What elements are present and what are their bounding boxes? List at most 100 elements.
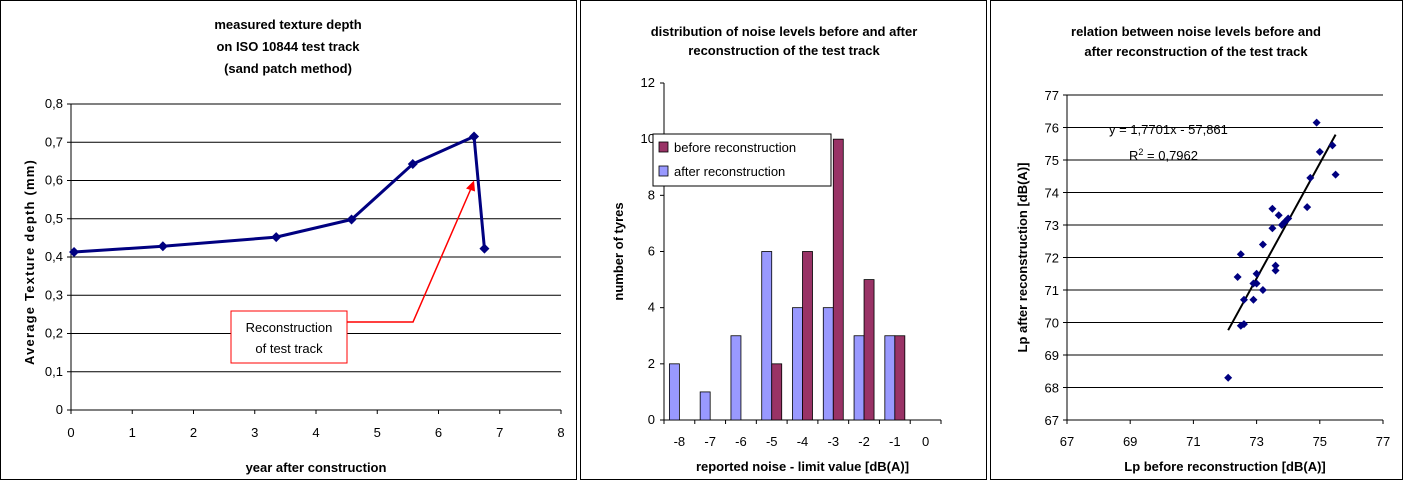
bar-before-reconstruction <box>894 335 906 421</box>
data-point <box>1268 204 1277 213</box>
x-tick-label: 5 <box>374 425 381 440</box>
data-point <box>407 159 418 170</box>
y-tick-label: 0,1 <box>45 364 63 379</box>
x-tick-label: -1 <box>889 434 901 449</box>
legend-label: after reconstruction <box>674 164 785 179</box>
y-tick-label: 2 <box>648 356 655 371</box>
data-point <box>1239 295 1248 304</box>
noise-distribution-chart: distribution of noise levels before and … <box>611 24 942 474</box>
x-tick-label: 67 <box>1060 434 1074 449</box>
x-tick-label: -5 <box>766 434 778 449</box>
y-tick-label: 75 <box>1045 153 1059 168</box>
x-tick-label: 75 <box>1313 434 1327 449</box>
bar-after-reconstruction <box>822 307 834 421</box>
x-tick-label: -4 <box>797 434 809 449</box>
chart-title-line: (sand patch method) <box>224 61 352 76</box>
data-point <box>1258 240 1267 249</box>
y-tick-label: 74 <box>1045 186 1059 201</box>
data-point <box>1271 261 1280 270</box>
x-tick-label: -8 <box>674 434 686 449</box>
y-axis-label: Lp after reconstruction [dB(A)] <box>1015 163 1030 353</box>
data-point <box>1306 173 1315 182</box>
data-point <box>1236 321 1245 330</box>
x-tick-label: 3 <box>251 425 258 440</box>
y-tick-label: 70 <box>1045 316 1059 331</box>
x-tick-label: -6 <box>735 434 747 449</box>
x-tick-label: -7 <box>704 434 716 449</box>
bar-before-reconstruction <box>802 251 813 421</box>
y-axis-label: number of tyres <box>611 202 626 300</box>
data-point <box>1239 320 1248 329</box>
data-point <box>1249 295 1258 304</box>
y-tick-label: 0 <box>56 402 63 417</box>
y-tick-label: 0,3 <box>45 287 63 302</box>
data-point <box>479 243 490 254</box>
y-tick-label: 0 <box>648 412 655 427</box>
data-point <box>1252 279 1261 288</box>
data-point <box>1268 224 1277 233</box>
data-point <box>1331 170 1340 179</box>
data-point <box>1224 373 1233 382</box>
annotation-arrow-head <box>466 180 476 192</box>
x-axis-label: reported noise - limit value [dB(A)] <box>696 459 909 474</box>
texture-depth-chart-panel: measured texture depth on ISO 10844 test … <box>0 0 577 480</box>
bar-after-reconstruction <box>668 363 680 421</box>
bar-before-reconstruction <box>863 279 875 421</box>
chart-title-line: measured texture depth <box>214 17 361 32</box>
annotation-text: of test track <box>255 341 323 356</box>
chart-title-line: distribution of noise levels before and … <box>651 24 918 39</box>
data-point <box>1284 214 1293 223</box>
chart-title-line: on ISO 10844 test track <box>216 39 360 54</box>
data-point <box>1328 141 1337 150</box>
data-point <box>1312 118 1321 127</box>
x-axis-label: Lp before reconstruction [dB(A)] <box>1124 459 1326 474</box>
x-tick-label: 4 <box>312 425 319 440</box>
bar-after-reconstruction <box>699 391 711 421</box>
legend-box <box>652 133 832 187</box>
x-tick-label: 77 <box>1376 434 1390 449</box>
data-point <box>1274 211 1283 220</box>
noise-distribution-chart-panel: distribution of noise levels before and … <box>580 0 987 480</box>
noise-relation-chart: relation between noise levels before and… <box>1015 24 1390 474</box>
x-tick-label: 6 <box>435 425 442 440</box>
y-tick-label: 0,8 <box>45 96 63 111</box>
data-point <box>1236 250 1245 259</box>
x-tick-label: 1 <box>129 425 136 440</box>
bar-after-reconstruction <box>730 335 742 421</box>
data-point <box>1281 217 1290 226</box>
series-line <box>73 135 486 254</box>
y-tick-label: 4 <box>648 300 655 315</box>
data-point <box>271 232 282 243</box>
y-tick-label: 68 <box>1045 381 1059 396</box>
x-tick-label: 2 <box>190 425 197 440</box>
y-tick-label: 67 <box>1045 413 1059 428</box>
x-tick-label: 73 <box>1249 434 1263 449</box>
data-point <box>469 131 480 142</box>
y-tick-label: 72 <box>1045 251 1059 266</box>
data-point <box>69 247 80 258</box>
y-tick-label: 0,5 <box>45 211 63 226</box>
chart-title-line: reconstruction of the test track <box>688 43 880 58</box>
bar-after-reconstruction <box>761 251 773 421</box>
data-point <box>1315 147 1324 156</box>
x-tick-label: 69 <box>1123 434 1137 449</box>
texture-depth-chart: measured texture depth on ISO 10844 test … <box>22 17 565 475</box>
bar-after-reconstruction <box>853 335 865 421</box>
legend-label: before reconstruction <box>674 140 796 155</box>
data-point <box>1258 286 1267 294</box>
data-point <box>1271 266 1280 275</box>
data-point <box>346 214 357 225</box>
bar-before-reconstruction <box>771 363 783 421</box>
chart-title-line: after reconstruction of the test track <box>1084 44 1308 59</box>
legend-swatch <box>658 141 669 153</box>
annotation-box <box>230 310 348 364</box>
x-tick-label: 71 <box>1186 434 1200 449</box>
legend-swatch <box>658 165 669 177</box>
data-point <box>157 241 168 252</box>
y-tick-label: 76 <box>1045 121 1059 136</box>
chart-title-line: relation between noise levels before and <box>1071 24 1321 39</box>
y-tick-label: 73 <box>1045 218 1059 233</box>
y-tick-label: 77 <box>1045 88 1059 103</box>
x-tick-label: 8 <box>557 425 564 440</box>
x-tick-label: 0 <box>922 434 929 449</box>
